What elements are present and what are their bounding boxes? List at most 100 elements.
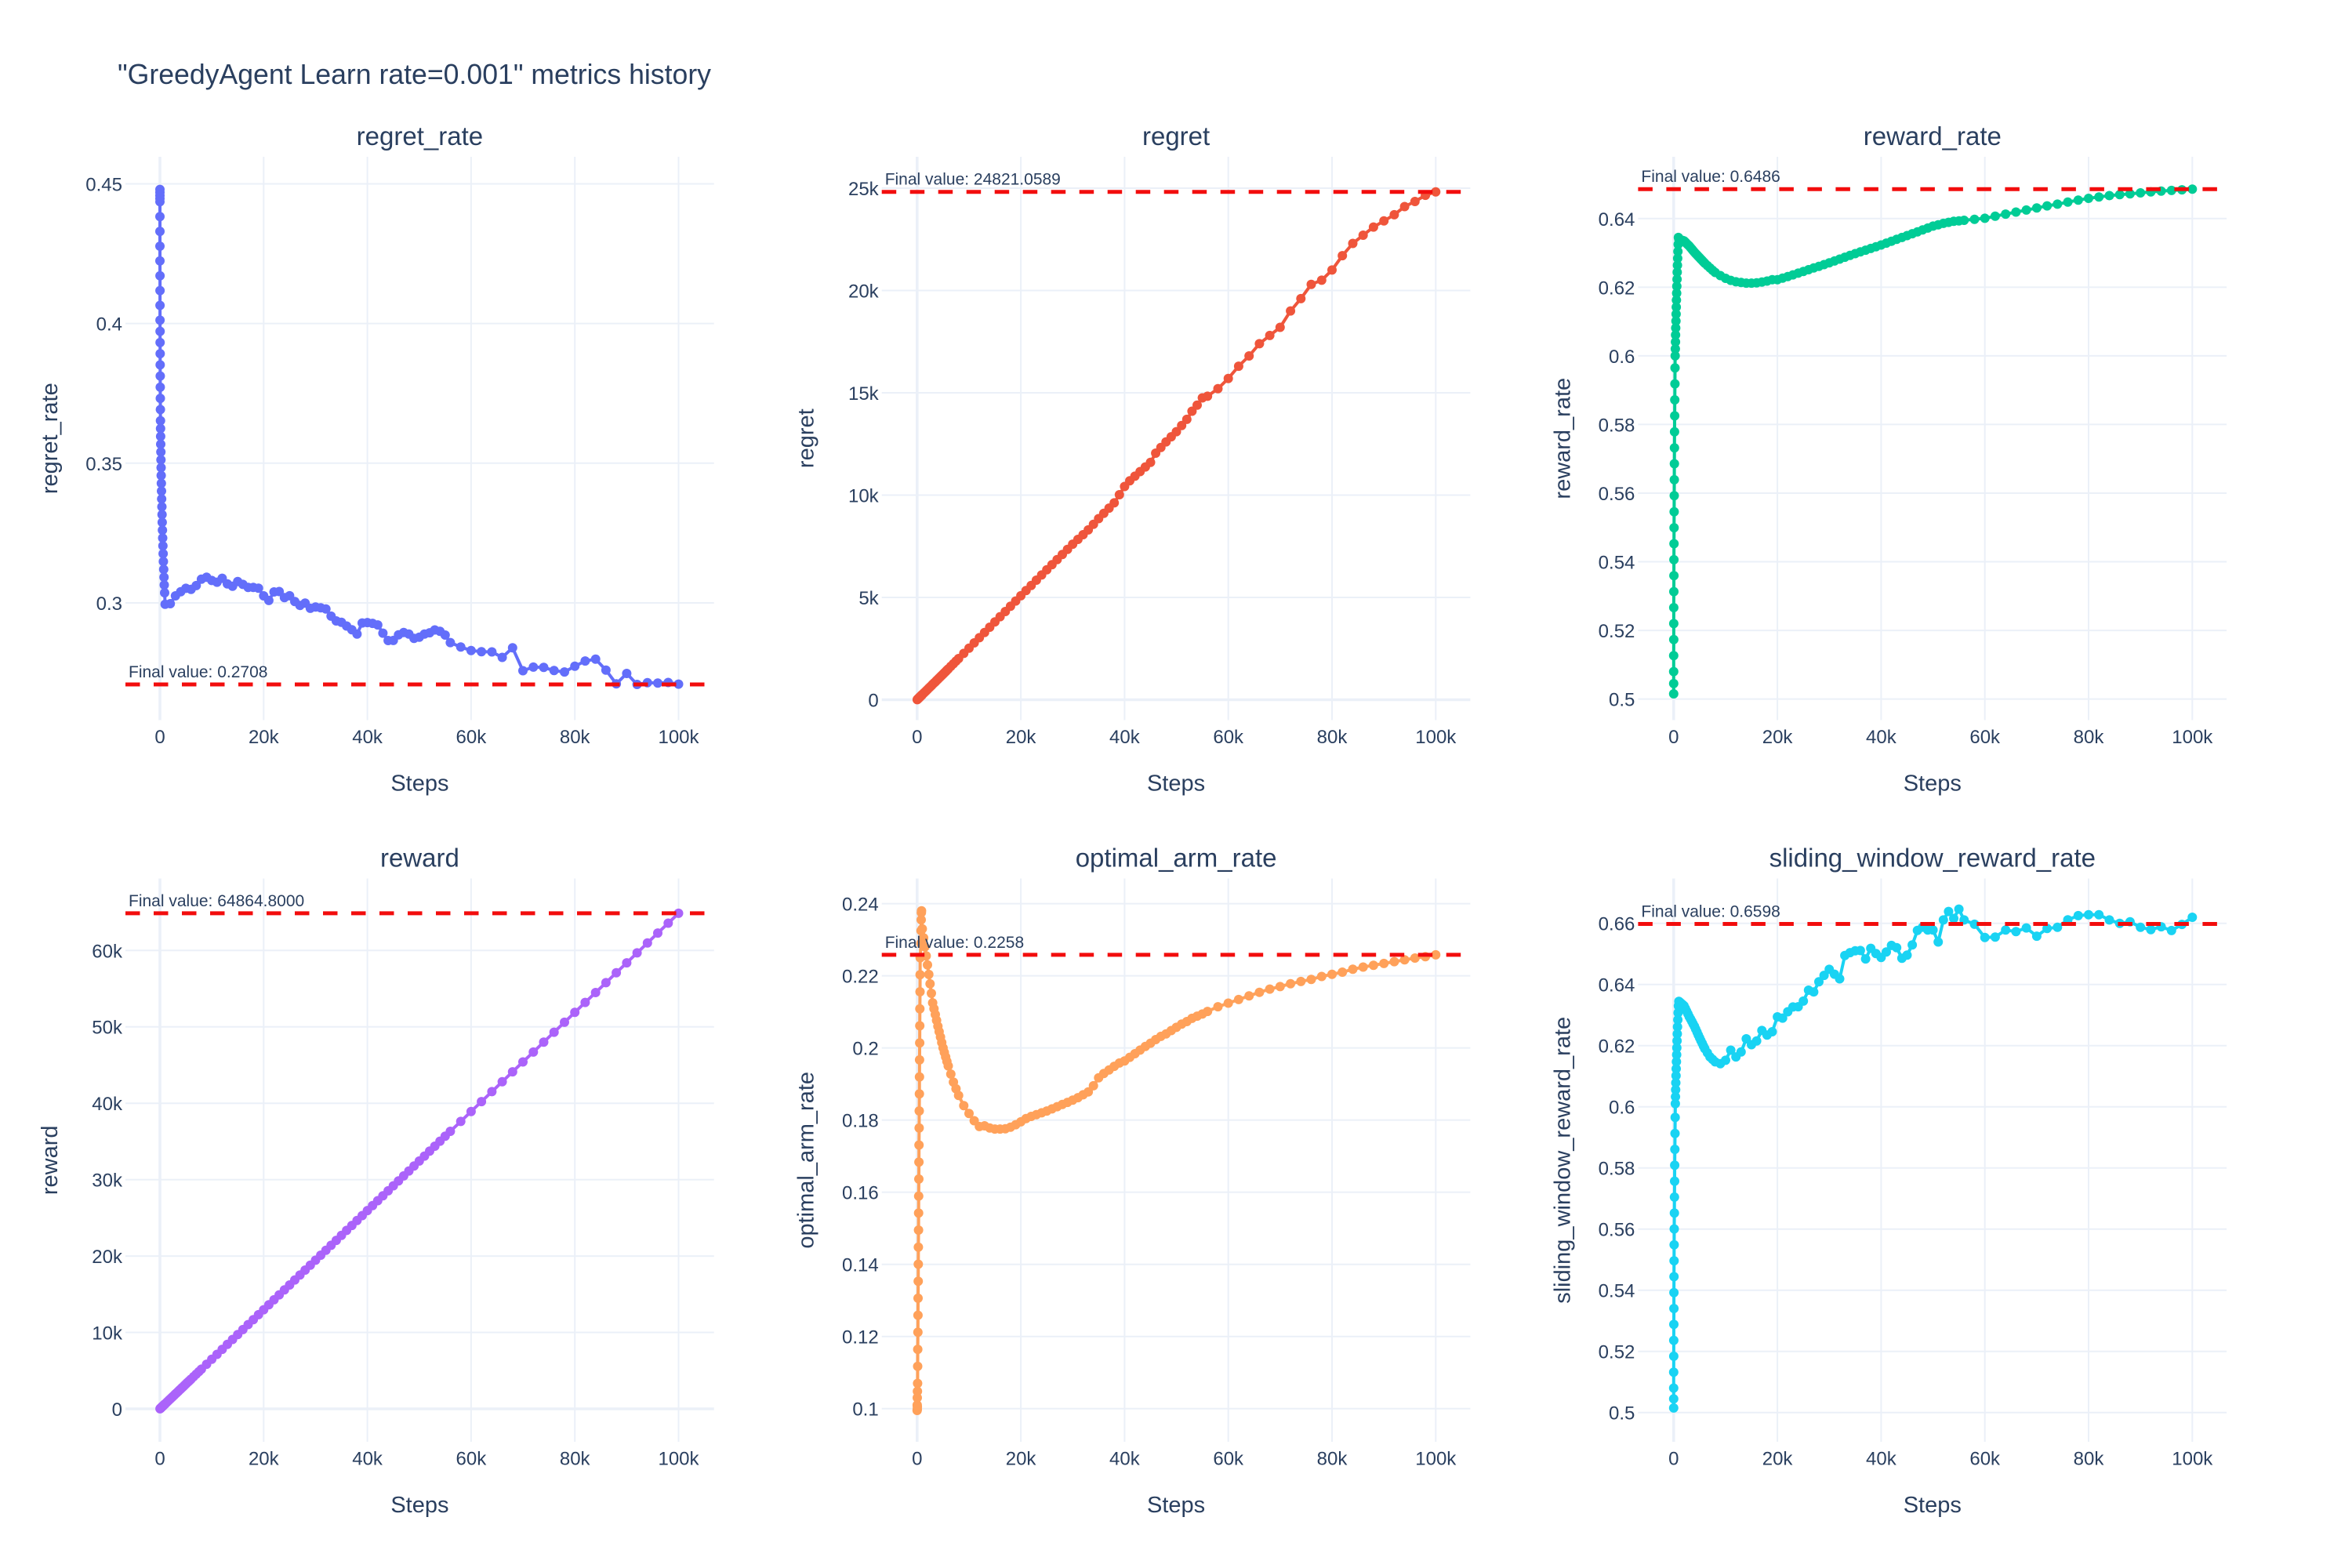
svg-text:0.2: 0.2 (852, 1039, 878, 1060)
svg-text:sliding_window_reward_rate: sliding_window_reward_rate (1550, 1017, 1575, 1304)
svg-text:0.56: 0.56 (1599, 484, 1635, 505)
svg-text:0: 0 (154, 727, 165, 748)
svg-text:30k: 30k (92, 1171, 123, 1192)
svg-text:80k: 80k (560, 1449, 591, 1470)
svg-text:60k: 60k (1213, 727, 1244, 748)
svg-text:Final value: 24821.0589: Final value: 24821.0589 (885, 171, 1061, 189)
svg-text:20k: 20k (1762, 1449, 1794, 1470)
svg-text:20k: 20k (249, 727, 280, 748)
svg-text:0.52: 0.52 (1599, 1342, 1635, 1363)
svg-text:100k: 100k (2172, 1449, 2213, 1470)
svg-text:15k: 15k (848, 383, 880, 405)
svg-text:0.58: 0.58 (1599, 1159, 1635, 1180)
svg-text:0.16: 0.16 (842, 1183, 879, 1204)
svg-text:0.62: 0.62 (1599, 278, 1635, 299)
svg-text:0.56: 0.56 (1599, 1220, 1635, 1241)
svg-text:0: 0 (112, 1399, 122, 1421)
svg-text:Steps: Steps (1147, 771, 1205, 797)
svg-text:0.64: 0.64 (1599, 975, 1635, 996)
svg-text:regret: regret (794, 408, 819, 468)
svg-text:0.22: 0.22 (842, 967, 879, 988)
svg-text:reward: reward (38, 1125, 63, 1195)
svg-text:80k: 80k (1317, 1449, 1348, 1470)
svg-text:40k: 40k (1109, 727, 1141, 748)
svg-text:10k: 10k (92, 1323, 123, 1345)
svg-text:0.5: 0.5 (1609, 1403, 1635, 1425)
svg-text:40k: 40k (92, 1094, 123, 1115)
svg-text:60k: 60k (92, 941, 123, 962)
svg-text:20k: 20k (848, 281, 880, 303)
svg-text:20k: 20k (1006, 727, 1037, 748)
svg-text:Final value: 64864.8000: Final value: 64864.8000 (129, 892, 304, 910)
svg-text:40k: 40k (1866, 1449, 1897, 1470)
svg-text:5k: 5k (858, 588, 879, 609)
svg-text:100k: 100k (1415, 727, 1457, 748)
svg-text:0.64: 0.64 (1599, 209, 1635, 230)
svg-text:10k: 10k (848, 486, 880, 507)
svg-text:reward_rate: reward_rate (1864, 122, 2002, 151)
svg-text:sliding_window_reward_rate: sliding_window_reward_rate (1769, 844, 2096, 873)
svg-text:40k: 40k (352, 727, 383, 748)
svg-text:optimal_arm_rate: optimal_arm_rate (1076, 844, 1277, 873)
svg-text:0.1: 0.1 (852, 1399, 878, 1421)
svg-text:0: 0 (912, 1449, 922, 1470)
svg-text:0: 0 (1668, 727, 1679, 748)
svg-text:80k: 80k (2074, 1449, 2105, 1470)
svg-text:Steps: Steps (390, 1493, 448, 1518)
svg-text:0.58: 0.58 (1599, 415, 1635, 436)
svg-text:0.18: 0.18 (842, 1111, 879, 1132)
svg-text:0.66: 0.66 (1599, 914, 1635, 935)
svg-text:Steps: Steps (390, 771, 448, 797)
svg-text:Final value: 0.2258: Final value: 0.2258 (885, 934, 1024, 952)
svg-text:0.35: 0.35 (85, 454, 122, 475)
svg-text:40k: 40k (1866, 727, 1897, 748)
svg-text:0.3: 0.3 (96, 593, 122, 615)
svg-text:20k: 20k (1762, 727, 1794, 748)
svg-text:regret: regret (1142, 122, 1210, 151)
svg-text:Steps: Steps (1904, 771, 1962, 797)
svg-text:0.52: 0.52 (1599, 621, 1635, 642)
svg-text:reward_rate: reward_rate (1550, 378, 1575, 499)
svg-text:100k: 100k (658, 727, 699, 748)
svg-text:Final value: 0.6486: Final value: 0.6486 (1641, 168, 1780, 186)
svg-text:20k: 20k (249, 1449, 280, 1470)
svg-text:80k: 80k (1317, 727, 1348, 748)
svg-text:0.54: 0.54 (1599, 553, 1635, 574)
svg-text:0: 0 (912, 727, 922, 748)
svg-text:0.5: 0.5 (1609, 690, 1635, 711)
svg-text:0.6: 0.6 (1609, 1098, 1635, 1119)
svg-text:60k: 60k (1969, 727, 2001, 748)
svg-text:80k: 80k (2074, 727, 2105, 748)
svg-text:Steps: Steps (1147, 1493, 1205, 1518)
svg-text:20k: 20k (92, 1247, 123, 1268)
svg-text:100k: 100k (658, 1449, 699, 1470)
svg-text:0.14: 0.14 (842, 1255, 879, 1276)
svg-text:20k: 20k (1006, 1449, 1037, 1470)
svg-text:0.4: 0.4 (96, 314, 122, 336)
svg-text:60k: 60k (456, 1449, 488, 1470)
svg-text:60k: 60k (456, 727, 488, 748)
svg-text:40k: 40k (1109, 1449, 1141, 1470)
svg-text:40k: 40k (352, 1449, 383, 1470)
svg-text:50k: 50k (92, 1018, 123, 1039)
svg-text:0.12: 0.12 (842, 1327, 879, 1348)
svg-text:"GreedyAgent Learn rate=0.001": "GreedyAgent Learn rate=0.001" metrics h… (118, 58, 711, 90)
svg-text:0.54: 0.54 (1599, 1281, 1635, 1302)
svg-text:0.6: 0.6 (1609, 347, 1635, 368)
svg-text:60k: 60k (1213, 1449, 1244, 1470)
svg-text:100k: 100k (2172, 727, 2213, 748)
svg-text:0.45: 0.45 (85, 175, 122, 196)
svg-text:25k: 25k (848, 179, 880, 200)
svg-text:100k: 100k (1415, 1449, 1457, 1470)
svg-text:0.62: 0.62 (1599, 1036, 1635, 1058)
svg-text:reward: reward (380, 844, 459, 873)
svg-text:optimal_arm_rate: optimal_arm_rate (794, 1072, 819, 1249)
svg-text:Final value: 0.2708: Final value: 0.2708 (129, 663, 267, 681)
svg-text:0: 0 (868, 691, 878, 712)
svg-text:regret_rate: regret_rate (357, 122, 483, 151)
svg-text:80k: 80k (560, 727, 591, 748)
svg-text:0.24: 0.24 (842, 895, 879, 916)
svg-text:Final value: 0.6598: Final value: 0.6598 (1641, 903, 1780, 921)
svg-text:regret_rate: regret_rate (38, 383, 63, 494)
svg-text:0: 0 (1668, 1449, 1679, 1470)
